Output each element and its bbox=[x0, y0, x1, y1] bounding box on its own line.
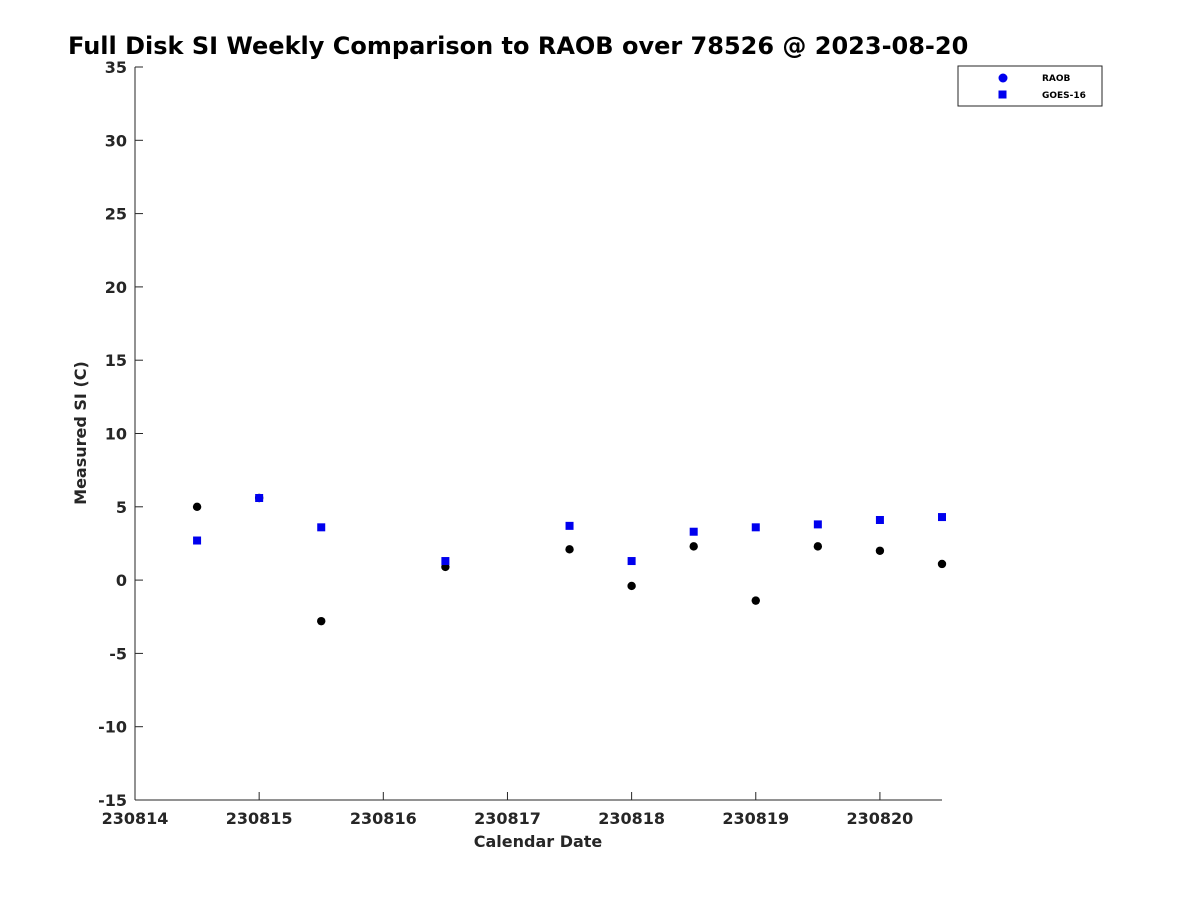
point-goes-16 bbox=[813, 520, 822, 529]
x-tick-label: 230819 bbox=[722, 809, 789, 828]
point-goes-16 bbox=[565, 521, 574, 530]
point-raob bbox=[875, 546, 885, 555]
point-raob bbox=[627, 581, 636, 591]
legend-box bbox=[957, 65, 1103, 107]
legend: RAOB GOES-16 bbox=[957, 65, 1103, 107]
plot-area bbox=[134, 67, 942, 801]
y-tick-label: 25 bbox=[105, 205, 127, 224]
y-tick-label: 0 bbox=[116, 571, 127, 590]
y-tick-label: 30 bbox=[105, 131, 127, 150]
x-axis-ticks: 230814 230815 230816 230817 230818 230819 2308… bbox=[102, 792, 914, 828]
x-tick-label: 230814 bbox=[102, 809, 169, 828]
point-raob bbox=[689, 542, 698, 551]
point-raob bbox=[937, 559, 947, 569]
x-tick-label: 230820 bbox=[847, 809, 914, 828]
series-raob bbox=[192, 493, 947, 626]
point-goes-16 bbox=[627, 557, 636, 566]
y-axis-label: Measured SI (C) bbox=[71, 361, 90, 505]
point-goes-16 bbox=[193, 536, 202, 545]
point-raob bbox=[751, 596, 760, 605]
y-tick-label: 15 bbox=[105, 351, 127, 370]
point-goes-16 bbox=[317, 523, 326, 532]
point-goes-16 bbox=[938, 513, 946, 522]
point-raob bbox=[192, 502, 202, 511]
point-raob bbox=[565, 545, 574, 554]
x-tick-label: 230818 bbox=[598, 809, 665, 828]
y-tick-label: 20 bbox=[105, 278, 127, 297]
point-goes-16 bbox=[255, 494, 264, 503]
x-tick-label: 230816 bbox=[350, 809, 417, 828]
legend-marker-raob bbox=[998, 73, 1008, 83]
point-goes-16 bbox=[875, 515, 884, 524]
legend-label-raob: RAOB bbox=[1042, 74, 1071, 84]
y-tick-label: 35 bbox=[105, 58, 127, 77]
y-tick-label: 5 bbox=[116, 498, 127, 517]
y-tick-label: -5 bbox=[109, 644, 127, 663]
y-tick-label: -10 bbox=[98, 718, 127, 737]
x-tick-label: 230815 bbox=[226, 809, 293, 828]
chart-title: Full Disk SI Weekly Comparison to RAOB o… bbox=[68, 32, 968, 60]
x-axis-label: Calendar Date bbox=[474, 832, 603, 851]
legend-label-goes-16: GOES-16 bbox=[1042, 91, 1086, 101]
y-axis-ticks: -15 -10 -5 0 5 10 15 20 25 30 35 bbox=[98, 58, 143, 810]
y-tick-label: 10 bbox=[105, 425, 127, 444]
point-raob bbox=[317, 616, 326, 626]
point-goes-16 bbox=[441, 557, 450, 566]
series-layer bbox=[192, 493, 947, 626]
series-goes-16 bbox=[193, 494, 946, 566]
point-goes-16 bbox=[751, 523, 760, 532]
x-tick-label: 230817 bbox=[474, 809, 541, 828]
point-goes-16 bbox=[689, 527, 698, 536]
legend-marker-goes-16 bbox=[998, 90, 1007, 99]
point-raob bbox=[813, 542, 823, 551]
y-tick-label: -15 bbox=[98, 791, 127, 810]
